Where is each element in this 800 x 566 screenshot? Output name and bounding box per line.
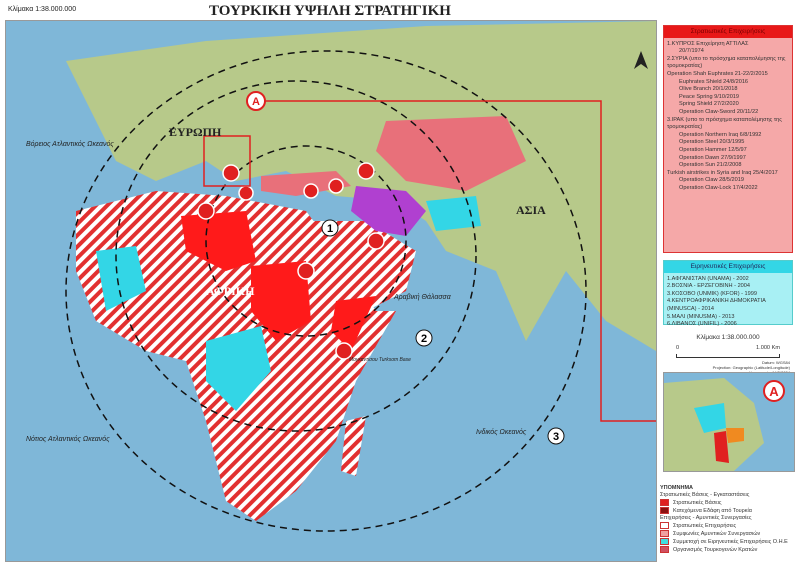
scale-label: Κλίμακα 1:38.000.000 — [696, 334, 760, 341]
military-operation-item: Operation Claw-Sword 20/11/22 — [679, 108, 759, 115]
marker-a-label: A — [252, 96, 260, 108]
libya — [181, 211, 256, 271]
military-operations-heading: Στρατιωτικές Επιχειρήσεις — [664, 26, 792, 38]
ring-labels: 1 2 3 — [321, 219, 565, 445]
datum: Datum: WGS84 — [761, 360, 790, 366]
scale-end: 1.000 Km — [756, 344, 780, 351]
map: A 1 2 3 ΕΥΡΩΠΗ ΑΣΙΑ ΑΦΡΙΚΗ Βόρειος Ατλαν… — [5, 20, 657, 562]
military-operation-item: 2.ΣΥΡΙΑ (υπο το πρόσχημα καταπολέμησης τ… — [667, 55, 786, 70]
legend-label: Κατεχόμενα Εδάφη από Τουρκία — [673, 507, 752, 514]
scale-start: 0 — [676, 344, 680, 351]
military-operation-item: Operation Sun 21/2/2008 — [679, 162, 742, 169]
peace-operation-item: 5.ΜΑΛΙ (MINUSMA) - 2013 — [667, 313, 735, 320]
legend-item: Στρατιωτικές Βάσεις — [660, 499, 795, 507]
military-operation-item: Peace Spring 9/10/2019 — [679, 93, 740, 100]
legend-group-2: Επιχειρήσεις - Αμυντικές Συνεργασίες — [660, 514, 752, 521]
legend-item: Συμφωνίες Αμυντικών Συνεργασιών — [660, 529, 795, 538]
syria-iraq-region — [351, 186, 426, 236]
ring-3 — [65, 50, 587, 532]
military-operations-panel: Στρατιωτικές Επιχειρήσεις 1.ΚΥΠΡΟΣ Επιχε… — [663, 25, 793, 253]
turkic-states — [376, 116, 526, 191]
car — [206, 326, 271, 411]
military-operation-item: Operation Northern Iraq 6/8/1992 — [679, 131, 762, 138]
inset-frame — [203, 135, 251, 187]
label-mogadishu: Μογκαντίσου Turksom Base — [349, 357, 411, 363]
legend-swatch — [660, 545, 669, 553]
military-operation-item: Euphrates Shield 24/8/2016 — [679, 78, 749, 85]
marker-a — [246, 91, 266, 111]
inset-map-canvas: A — [664, 378, 785, 471]
madagascar — [341, 416, 366, 476]
legend-title: ΥΠΟΜΝΗΜΑ — [660, 485, 693, 491]
peace-operations-heading: Ειρηνευτικές Επιχειρήσεις — [664, 261, 792, 273]
legend: ΥΠΟΜΝΗΜΑ Στρατιωτικές Βάσεις - Εγκαταστά… — [660, 485, 795, 554]
legend-item: Οργανισμός Τουρκογενών Κρατών — [660, 545, 795, 554]
legend-label: Συμφωνίες Αμυντικών Συνεργασιών — [673, 530, 761, 537]
legend-label: Στρατιωτικές Βάσεις — [673, 499, 722, 506]
map-scale: Κλίμακα 1:38.000.000 — [8, 6, 77, 13]
military-operation-item: 3.ΙΡΑΚ (υπο το πρόσχημα καταπολέμησης τη… — [667, 116, 782, 131]
ring-2 — [115, 80, 477, 432]
peace-operation-item: 1.ΑΦΓΑΝΙΣΤΑΝ (UNAMA) - 2002 — [667, 275, 749, 282]
legend-item: Στρατιωτικές Επιχειρήσεις — [660, 521, 795, 530]
land-arabia — [306, 221, 416, 311]
legend-group-1: Στρατιωτικές Βάσεις - Εγκαταστάσεις — [660, 492, 750, 498]
svg-text:A: A — [769, 384, 779, 399]
military-operation-item: Operation Claw-Lock 17/4/2022 — [679, 184, 758, 191]
military-operation-item: Operation Shah Euphrates 21-22/2/2015 — [667, 70, 768, 77]
legend-swatch — [660, 529, 669, 537]
peace-operations-panel: Ειρηνευτικές Επιχειρήσεις 1.ΑΦΓΑΝΙΣΤΑΝ (… — [663, 260, 793, 327]
military-operation-item: Turkish airstrikes in Syria and Iraq 25/… — [667, 169, 778, 176]
label-indian-ocean: Ινδικός Ωκεανός — [476, 429, 527, 436]
label-south-atlantic: Νότιος Ατλαντικός Ωκεανός — [26, 436, 110, 443]
label-europe: ΕΥΡΩΠΗ — [169, 125, 222, 139]
military-operation-item: Spring Shield 27/2/2020 — [679, 101, 739, 108]
base-markers — [197, 162, 385, 360]
map-canvas: A 1 2 3 — [6, 21, 656, 561]
legend-label: Στρατιωτικές Επιχειρήσεις — [673, 522, 737, 529]
projection: Projection: Geographic (Latitude/Longitu… — [712, 365, 790, 371]
land-eurasia — [66, 21, 656, 351]
legend-item: Συμμετοχή σε Ειρηνευτικές Επιχειρήσεις Ο… — [660, 537, 795, 546]
legend-swatch — [660, 506, 669, 514]
legend-label: Οργανισμός Τουρκογενών Κρατών — [673, 546, 758, 553]
somalia — [331, 296, 376, 351]
military-operation-item: Operation Steel 20/3/1995 — [679, 139, 745, 146]
turkey — [261, 171, 351, 196]
legend-swatch — [660, 537, 669, 545]
military-operation-item: Olive Branch 20/1/2018 — [679, 86, 738, 93]
military-operation-item: Operation Claw 28/5/2019 — [679, 177, 744, 184]
label-asia: ΑΣΙΑ — [516, 203, 546, 217]
mali — [96, 246, 146, 311]
ring-1 — [205, 145, 407, 337]
legend-label: Συμμετοχή σε Ειρηνευτικές Επιχειρήσεις Ο… — [673, 538, 788, 545]
military-operation-item: 1.ΚΥΠΡΟΣ Επιχείρηση ΑΤΤΙΛΑΣ — [667, 40, 749, 47]
peace-operation-item: 4.ΚΕΝΤΡΟΑΦΡΙΚΑΝΙΚΗ ΔΗΜΟΚΡΑΤΙΑ (MINUSCA) … — [667, 298, 766, 312]
military-operation-item: Operation Hammer 12/5/97 — [679, 146, 747, 153]
inset-leader-line — [264, 100, 656, 422]
inset-map: A — [663, 372, 795, 472]
scalebar-panel: Κλίμακα 1:38.000.000 0 1.000 Km Datum: WG… — [663, 332, 793, 377]
svg-text:1: 1 — [327, 223, 333, 235]
north-arrow-icon — [634, 51, 648, 69]
afghanistan — [426, 196, 481, 231]
label-north-atlantic: Βόρειος Ατλαντικός Ωκεανός — [26, 141, 114, 148]
scale-bar — [676, 354, 780, 359]
peace-operation-item: 3.ΚΟΣΟΒΟ (UNMIK) (KFOR) - 1999 — [667, 290, 758, 297]
label-arabian-sea: Αραβική Θάλασσα — [394, 294, 451, 301]
peace-operation-item: 2.ΒΟΣΝΙΑ - ΕΡΖΕΓΟΒΙΝΗ - 2004 — [667, 283, 751, 290]
legend-item: Κατεχόμενα Εδάφη από Τουρκία — [660, 506, 795, 515]
military-operation-item: Operation Dawn 27/9/1997 — [679, 154, 746, 161]
legend-swatch — [660, 521, 669, 529]
military-operation-item: 20/7/1974 — [679, 48, 704, 55]
svg-text:3: 3 — [553, 431, 559, 443]
label-africa: ΑΦΡΙΚΗ — [206, 284, 255, 298]
legend-swatch — [660, 499, 669, 506]
page-title: ΤΟΥΡΚΙΚΗ ΥΨΗΛΗ ΣΤΡΑΤΗΓΙΚΗ — [209, 3, 451, 19]
peace-operation-item: 6.ΛΙΒΑΝΟΣ (UNIFIL) - 2006 — [667, 321, 737, 328]
svg-text:2: 2 — [421, 333, 427, 345]
sudan — [251, 261, 311, 341]
